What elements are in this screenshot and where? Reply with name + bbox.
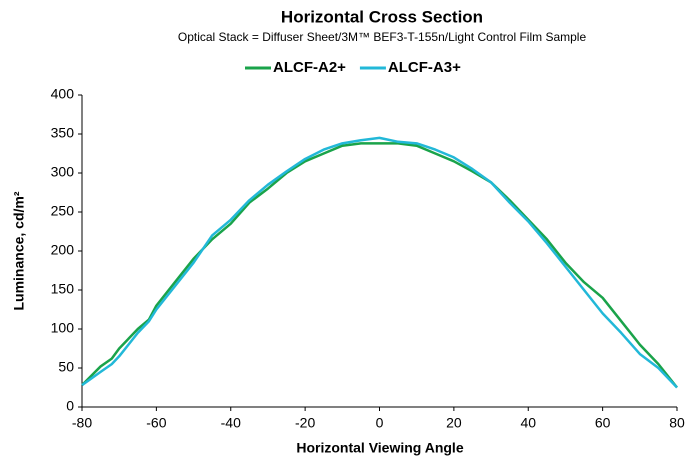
y-tick-label: 350 — [51, 125, 75, 141]
x-axis-label: Horizontal Viewing Angle — [296, 440, 463, 456]
chart-subtitle: Optical Stack = Diffuser Sheet/3M™ BEF3-… — [178, 30, 587, 44]
x-tick-label: 80 — [669, 415, 685, 431]
x-tick-label: -20 — [295, 415, 315, 431]
y-tick-label: 0 — [66, 398, 74, 414]
y-tick-label: 200 — [51, 242, 75, 258]
x-tick-label: 0 — [376, 415, 384, 431]
series-line — [81, 142, 678, 389]
y-axis-label: Luminance, cd/m² — [11, 191, 27, 310]
x-tick-label: -80 — [72, 415, 92, 431]
y-tick-label: 50 — [58, 359, 74, 375]
y-tick-label: 300 — [51, 164, 75, 180]
chart-title: Horizontal Cross Section — [281, 7, 483, 26]
x-tick-label: -60 — [146, 415, 166, 431]
y-tick-label: 250 — [51, 203, 75, 219]
y-tick-label: 150 — [51, 281, 75, 297]
y-tick-label: 100 — [51, 320, 75, 336]
x-tick-label: -40 — [221, 415, 241, 431]
legend-label: ALCF-A2+ — [273, 59, 346, 76]
series-line — [81, 136, 678, 389]
legend-label: ALCF-A3+ — [388, 59, 461, 76]
x-tick-label: 60 — [595, 415, 611, 431]
y-tick-label: 400 — [51, 86, 75, 102]
x-tick-label: 20 — [446, 415, 462, 431]
x-tick-label: 40 — [520, 415, 536, 431]
